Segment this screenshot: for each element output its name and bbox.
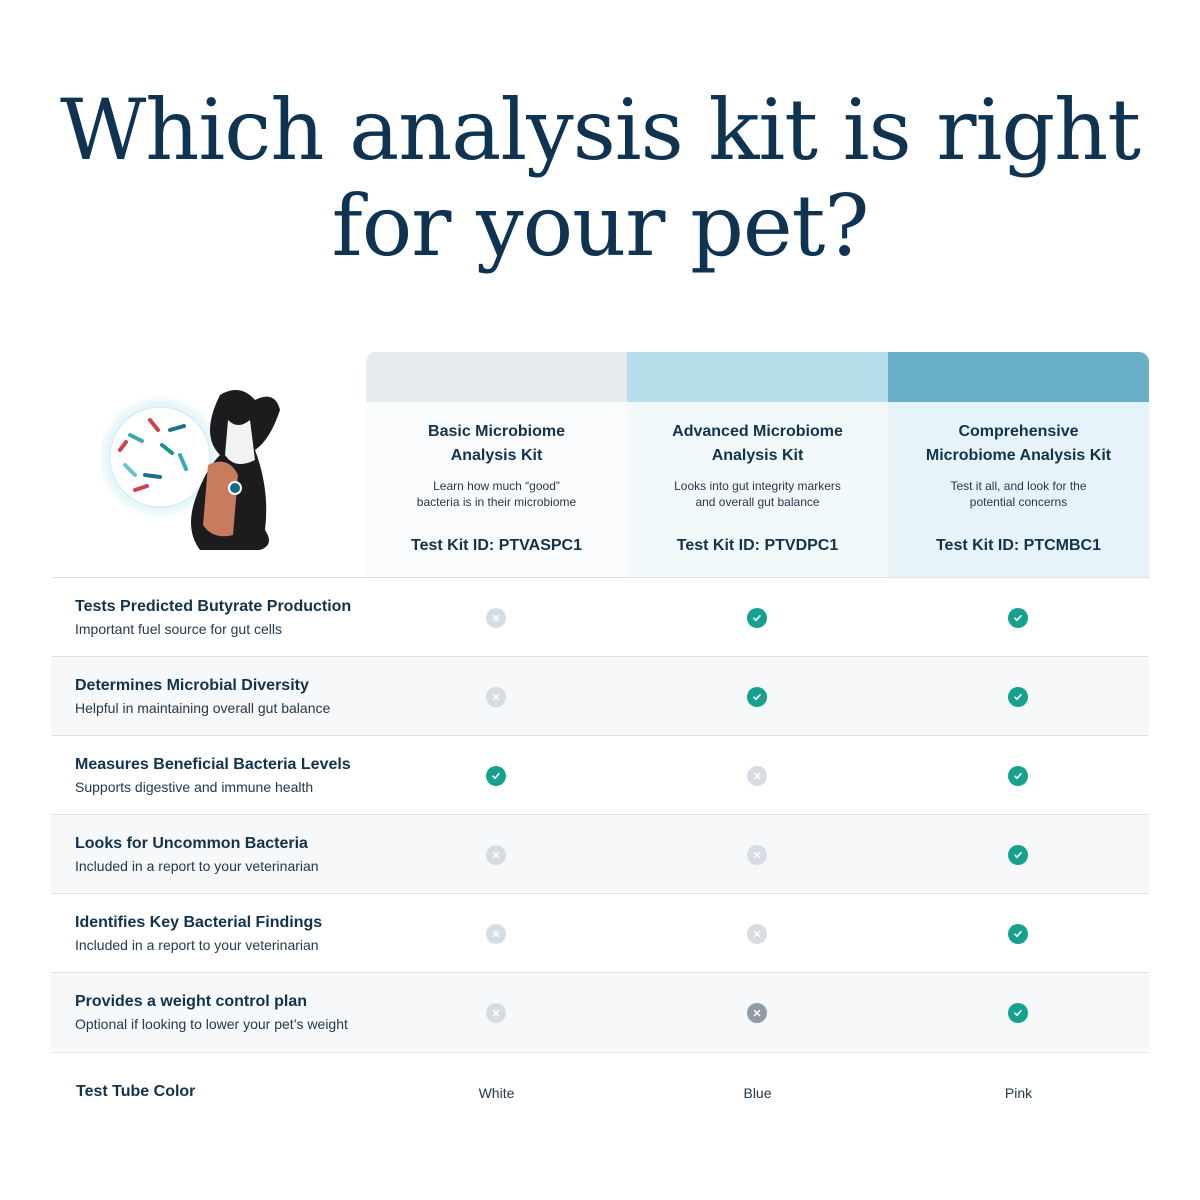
check-icon <box>1008 608 1028 628</box>
kit-name: Advanced Microbiome Analysis Kit <box>672 423 843 464</box>
cross-icon <box>486 608 506 628</box>
cross-icon <box>747 845 767 865</box>
feature-subtitle: Included in a report to your veterinaria… <box>75 937 319 953</box>
comprehensive-kit-header-band <box>888 352 1149 402</box>
tube-color-comprehensive: Pink <box>1004 1085 1033 1101</box>
title-line-1: Which analysis kit is right <box>59 81 1141 179</box>
feature-row: Determines Microbial Diversity Helpful in… <box>51 656 1149 735</box>
feature-row: Measures Beneficial Bacteria Levels Suppo… <box>51 735 1149 814</box>
page-title: Which analysis kit is right for your pet? <box>0 82 1200 274</box>
kit-id: Test Kit ID: PTVDPC1 <box>676 537 839 554</box>
basic-kit-header-band <box>366 352 627 402</box>
advanced-kit-header-band <box>627 352 888 402</box>
feature-title: Tests Predicted Butyrate Production <box>75 598 352 615</box>
feature-subtitle: Helpful in maintaining overall gut balan… <box>75 700 331 716</box>
feature-row: Looks for Uncommon Bacteria Included in a… <box>51 814 1149 893</box>
title-line-2: for your pet? <box>331 177 870 275</box>
feature-label: Tests Predicted Butyrate Production Impor… <box>75 598 351 637</box>
check-icon <box>486 766 506 786</box>
check-icon <box>1008 1003 1028 1023</box>
feature-subtitle: Optional if looking to lower your pet’s … <box>75 1016 348 1032</box>
feature-title: Identifies Key Bacterial Findings <box>75 914 323 931</box>
feature-row: Tests Predicted Butyrate Production Impor… <box>51 577 1149 656</box>
feature-title: Measures Beneficial Bacteria Levels <box>75 756 351 773</box>
feature-title: Provides a weight control plan <box>75 993 308 1010</box>
kit-column-comprehensive: Comprehensive Microbiome Analysis Kit Tes… <box>888 402 1149 577</box>
kit-column-basic: Basic Microbiome Analysis Kit Learn how m… <box>366 402 627 577</box>
feature-subtitle: Supports digestive and immune health <box>75 779 314 795</box>
feature-label: Determines Microbial Diversity Helpful in… <box>75 677 330 716</box>
feature-title: Determines Microbial Diversity <box>75 677 309 694</box>
feature-label: Looks for Uncommon Bacteria Included in a… <box>75 835 319 874</box>
feature-row: Provides a weight control plan Optional i… <box>51 972 1149 1051</box>
dog-microbiome-illustration <box>100 390 280 550</box>
check-icon <box>1008 766 1028 786</box>
cross-icon <box>747 766 767 786</box>
cross-icon <box>486 1003 506 1023</box>
kit-name: Comprehensive Microbiome Analysis Kit <box>925 423 1112 464</box>
kit-description: Test it all, and look for the potential c… <box>950 479 1087 509</box>
kit-name: Basic Microbiome Analysis Kit <box>428 423 565 464</box>
cross-icon <box>747 924 767 944</box>
test-tube-color-label: Test Tube Color <box>76 1083 196 1100</box>
kit-id: Test Kit ID: PTVASPC1 <box>411 537 582 554</box>
test-tube-color-row: Test Tube Color White Blue Pink <box>51 1052 1149 1132</box>
check-icon <box>747 687 767 707</box>
tube-color-advanced: Blue <box>743 1085 772 1101</box>
kit-column-advanced: Advanced Microbiome Analysis Kit Looks in… <box>627 402 888 577</box>
cross-icon <box>486 845 506 865</box>
kit-id: Test Kit ID: PTCMBC1 <box>935 537 1102 554</box>
feature-label: Measures Beneficial Bacteria Levels Suppo… <box>75 756 351 795</box>
check-icon <box>1008 687 1028 707</box>
cross-icon <box>747 1003 767 1023</box>
check-icon <box>1008 924 1028 944</box>
check-icon <box>747 608 767 628</box>
cross-icon <box>486 687 506 707</box>
cross-icon <box>486 924 506 944</box>
check-icon <box>1008 845 1028 865</box>
feature-title: Looks for Uncommon Bacteria <box>75 835 308 852</box>
tube-color-basic: White <box>478 1085 515 1101</box>
feature-subtitle: Important fuel source for gut cells <box>75 621 282 637</box>
feature-label: Provides a weight control plan Optional i… <box>75 993 348 1032</box>
feature-row: Identifies Key Bacterial Findings Include… <box>51 893 1149 972</box>
kit-description: Learn how much “good” bacteria is in thei… <box>416 479 577 509</box>
feature-subtitle: Included in a report to your veterinaria… <box>75 858 319 874</box>
kit-description: Looks into gut integrity markers and over… <box>674 479 841 509</box>
feature-label: Identifies Key Bacterial Findings Include… <box>75 914 322 953</box>
